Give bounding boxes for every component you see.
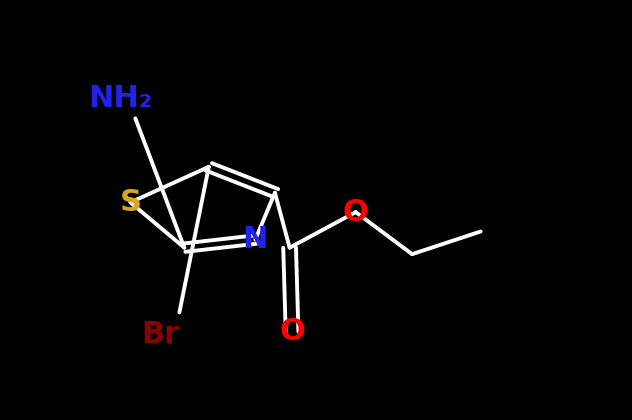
Text: Br: Br <box>141 320 179 349</box>
Text: O: O <box>279 317 305 346</box>
Text: O: O <box>343 197 368 227</box>
Text: N: N <box>243 225 268 254</box>
Text: NH₂: NH₂ <box>88 84 153 113</box>
Text: S: S <box>119 188 142 217</box>
